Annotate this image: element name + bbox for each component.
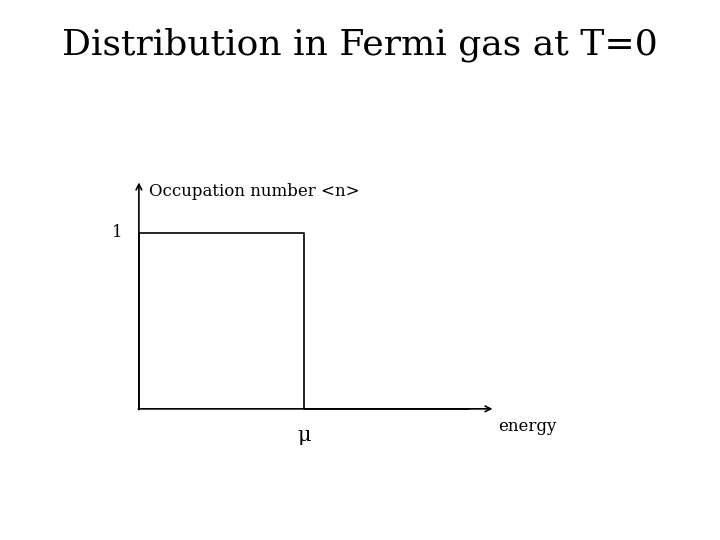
Text: μ: μ [297, 427, 310, 446]
Text: Distribution in Fermi gas at T=0: Distribution in Fermi gas at T=0 [62, 27, 658, 62]
Text: Occupation number <n>: Occupation number <n> [149, 183, 359, 200]
Text: 1: 1 [112, 224, 122, 241]
Text: energy: energy [499, 417, 557, 435]
